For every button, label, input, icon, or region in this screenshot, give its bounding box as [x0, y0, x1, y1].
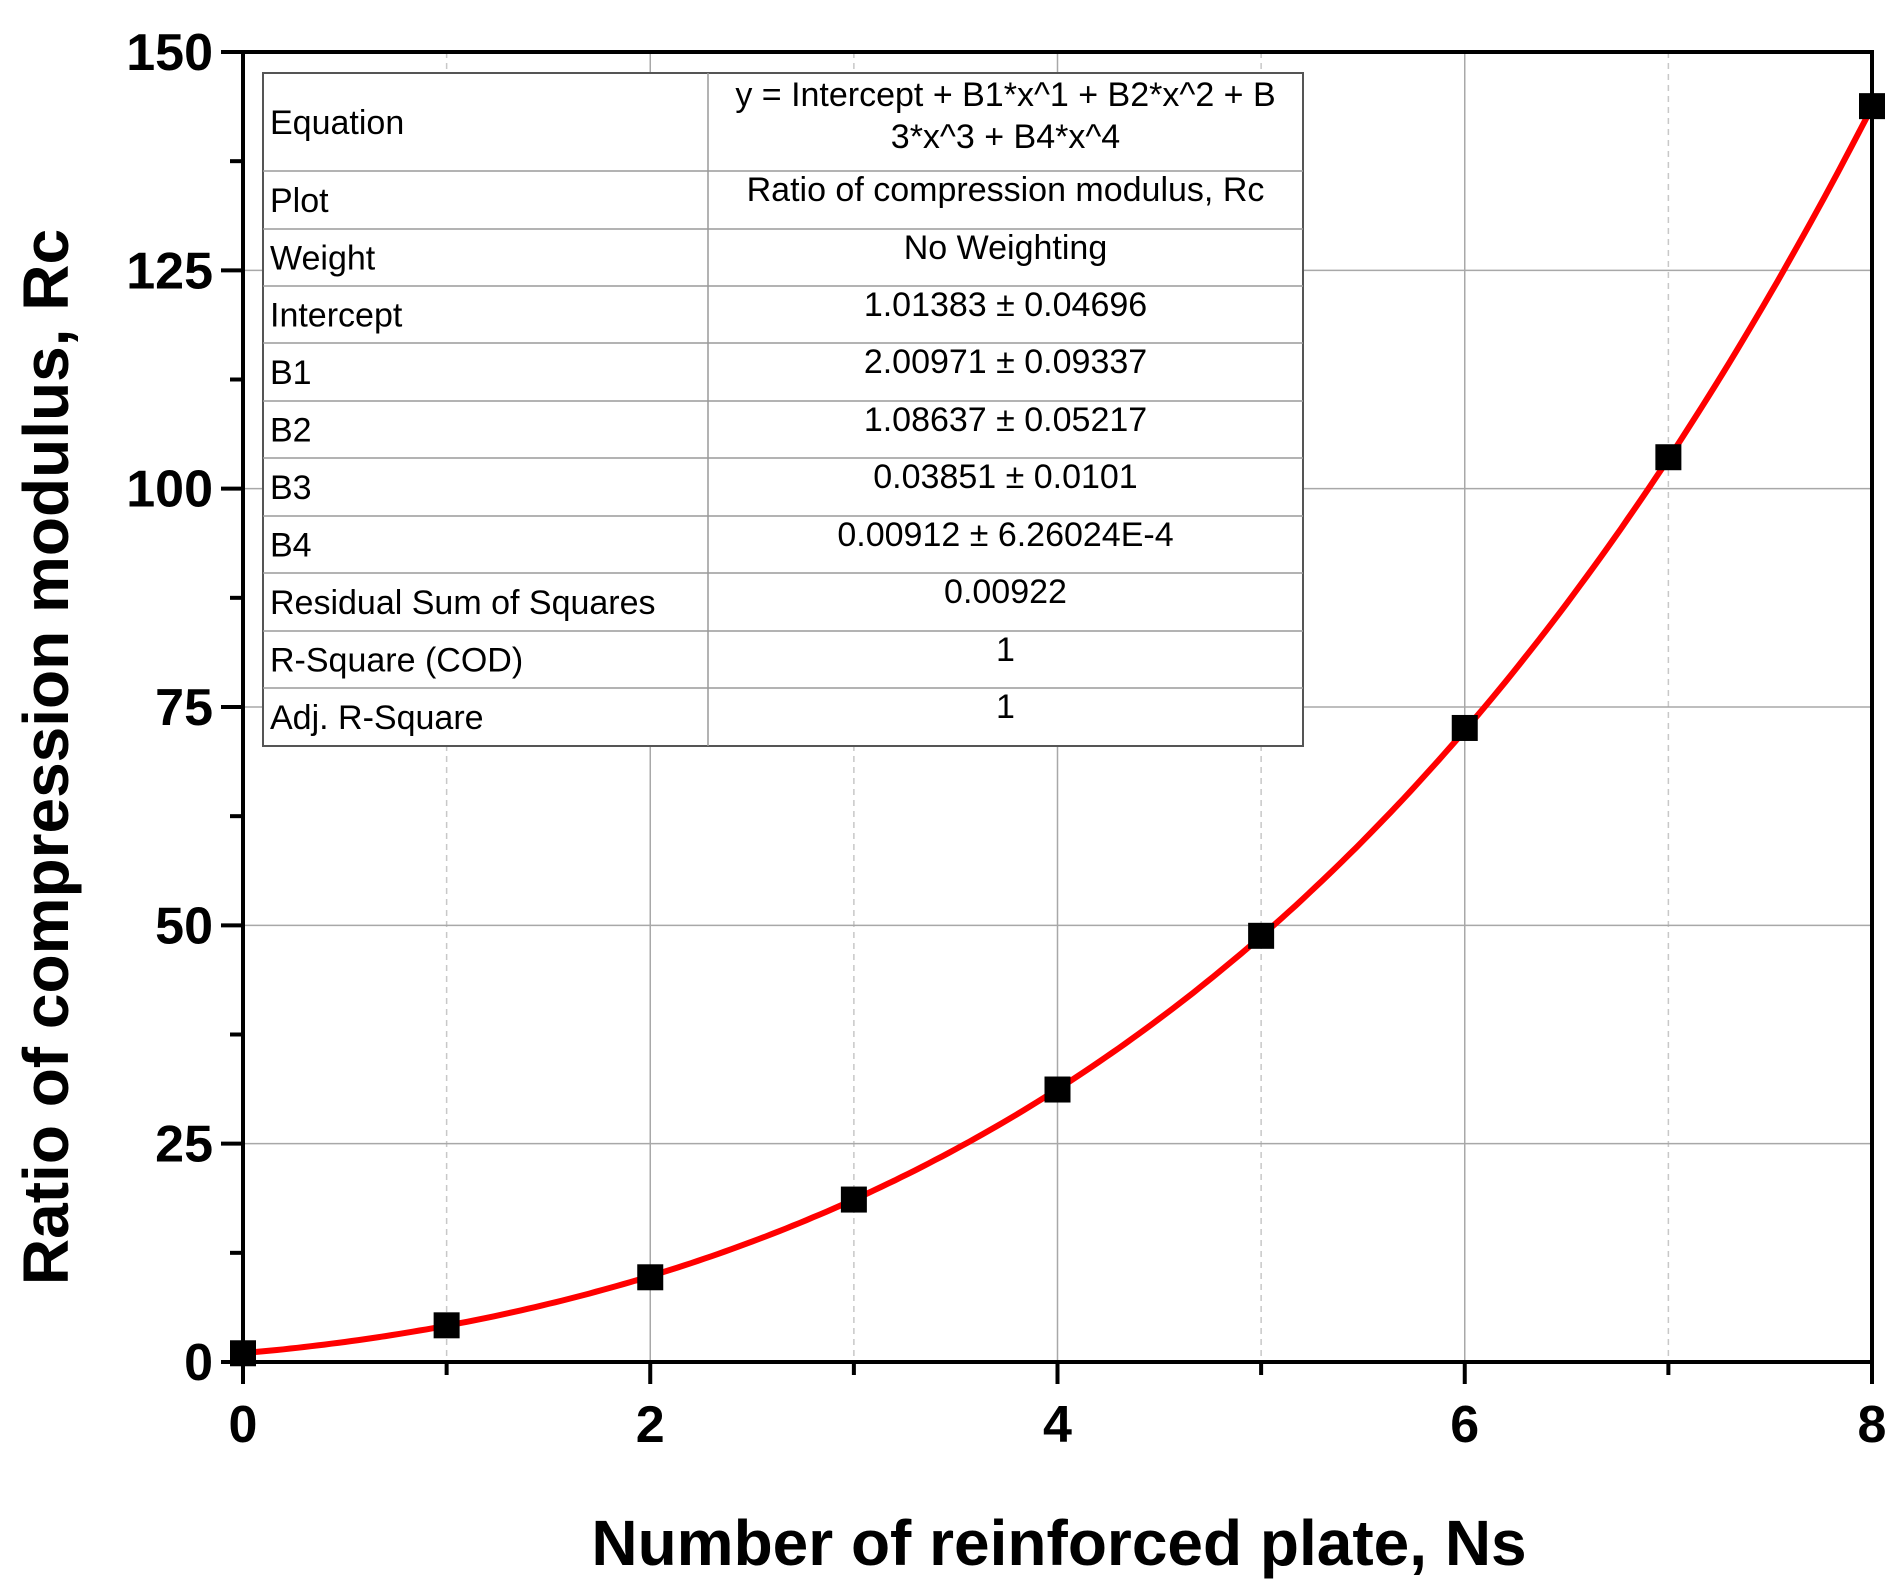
fit-table-label: B4 [270, 527, 312, 565]
fit-table-value: y = Intercept + B1*x^1 + B2*x^2 + B [735, 76, 1275, 114]
x-tick-label: 4 [1043, 1396, 1072, 1454]
fit-table-value: 1.01383 ± 0.04696 [864, 286, 1147, 324]
y-tick-label: 25 [155, 1116, 213, 1174]
data-point [1248, 922, 1275, 949]
fit-table-value: 0.03851 ± 0.0101 [873, 458, 1137, 496]
y-tick-label: 50 [155, 897, 213, 955]
data-point [840, 1186, 867, 1213]
y-tick-label: 75 [155, 679, 213, 737]
fit-table-frame [262, 72, 1304, 747]
fit-table-label: Plot [270, 182, 329, 220]
fit-table-value: 3*x^3 + B4*x^4 [891, 118, 1120, 156]
fit-table-value: 0.00922 [944, 573, 1067, 611]
fit-table-label: Residual Sum of Squares [270, 584, 656, 622]
fit-table-value: 1 [996, 631, 1015, 669]
fit-table-label: B2 [270, 412, 312, 450]
data-point [1451, 714, 1478, 741]
y-tick-label: 0 [184, 1334, 213, 1392]
fit-table-value: 0.00912 ± 6.26024E-4 [837, 516, 1173, 554]
fit-table-label: Equation [270, 104, 404, 142]
fit-table-value: No Weighting [904, 229, 1108, 267]
y-axis-title: Ratio of compression modulus, Rc [10, 229, 82, 1285]
fit-results-table: Equation y = Intercept + B1*x^1 + B2*x^2 … [262, 72, 1304, 747]
y-tick-label: 125 [126, 242, 213, 300]
data-point [1655, 444, 1682, 471]
axes: 0 2 4 6 8 0 25 50 75 100 125 150 [126, 24, 1886, 1454]
data-point [637, 1264, 664, 1291]
x-tick-label: 2 [636, 1396, 665, 1454]
fit-table-label: Weight [270, 240, 376, 278]
x-axis-title: Number of reinforced plate, Ns [591, 1507, 1526, 1579]
fit-table-label: Intercept [270, 297, 403, 335]
fit-table-value: Ratio of compression modulus, Rc [747, 171, 1265, 209]
y-tick-label: 150 [126, 24, 213, 82]
data-point [433, 1312, 460, 1339]
fit-table-label: R-Square (COD) [270, 642, 523, 680]
x-tick-label: 6 [1450, 1396, 1479, 1454]
data-point [1044, 1076, 1071, 1103]
fit-table-value: 2.00971 ± 0.09337 [864, 343, 1147, 381]
x-tick-label: 8 [1858, 1396, 1887, 1454]
y-tick-label: 100 [126, 461, 213, 519]
fit-table-value: 1.08637 ± 0.05217 [864, 401, 1147, 439]
fit-table-value: 1 [996, 688, 1015, 726]
fit-table-label: B3 [270, 469, 312, 507]
fit-table-label: B1 [270, 354, 312, 392]
fit-table-label: Adj. R-Square [270, 699, 484, 737]
x-tick-label: 0 [229, 1396, 258, 1454]
